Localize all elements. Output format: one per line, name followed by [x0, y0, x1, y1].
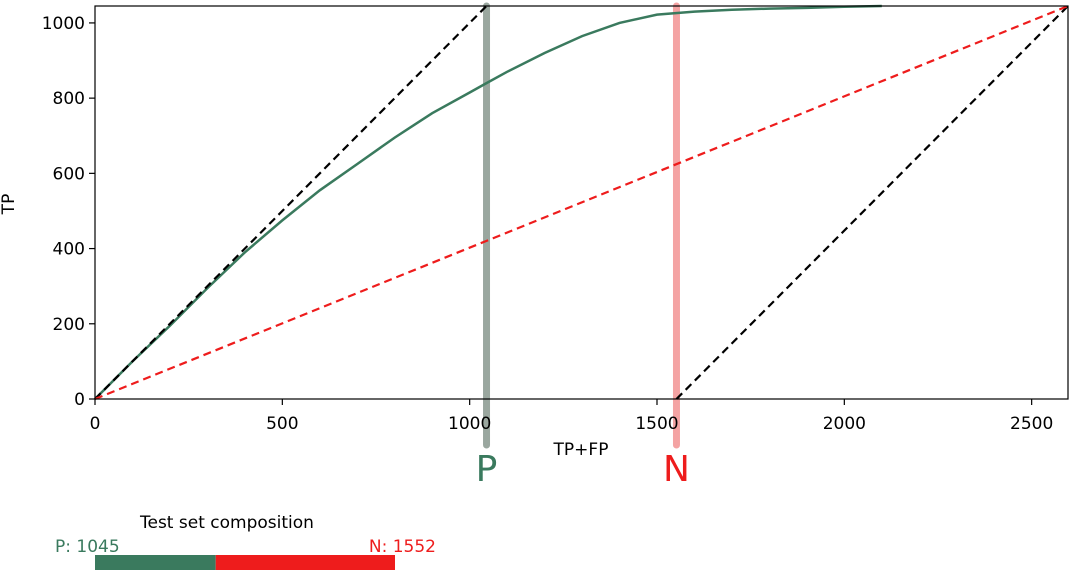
marker-label-p: P — [476, 449, 498, 490]
axes: 0 500 1000 1500 2000 2500 0 200 400 600 800 1000 P N — [42, 5, 1069, 490]
y-tick-label: 200 — [53, 315, 85, 335]
y-tick-label: 0 — [74, 390, 85, 410]
x-tick-label: 1000 — [448, 414, 491, 434]
marker-label-n: N — [663, 449, 690, 490]
reference-line-1 — [94, 5, 488, 400]
plot-frame — [94, 5, 1069, 400]
negative-bar — [215, 555, 395, 570]
composition-title: Test set composition — [139, 513, 314, 533]
axis-labels: TP+FP TP — [0, 194, 608, 460]
x-axis-label: TP+FP — [553, 440, 609, 460]
y-tick-label: 400 — [53, 240, 85, 260]
test-set-composition: Test set composition P: 1045 N: 1552 — [55, 513, 436, 570]
reference-line-3 — [94, 4, 1069, 401]
y-tick-label: 1000 — [42, 14, 85, 34]
reference-line-2 — [675, 5, 1069, 400]
x-tick-label: 500 — [266, 414, 298, 434]
positive-bar — [95, 555, 216, 570]
x-tick-label: 2000 — [823, 414, 866, 434]
model-curve — [94, 4, 882, 400]
y-tick-label: 600 — [53, 164, 85, 184]
positive-count-label: P: 1045 — [55, 537, 120, 557]
y-axis-label: TP — [0, 194, 19, 216]
x-tick-label: 1500 — [635, 414, 678, 434]
x-tick-label: 0 — [90, 414, 101, 434]
x-tick-label: 2500 — [1010, 414, 1053, 434]
negative-count-label: N: 1552 — [369, 537, 436, 557]
y-tick-label: 800 — [53, 89, 85, 109]
plot-marks — [94, 2, 1069, 449]
